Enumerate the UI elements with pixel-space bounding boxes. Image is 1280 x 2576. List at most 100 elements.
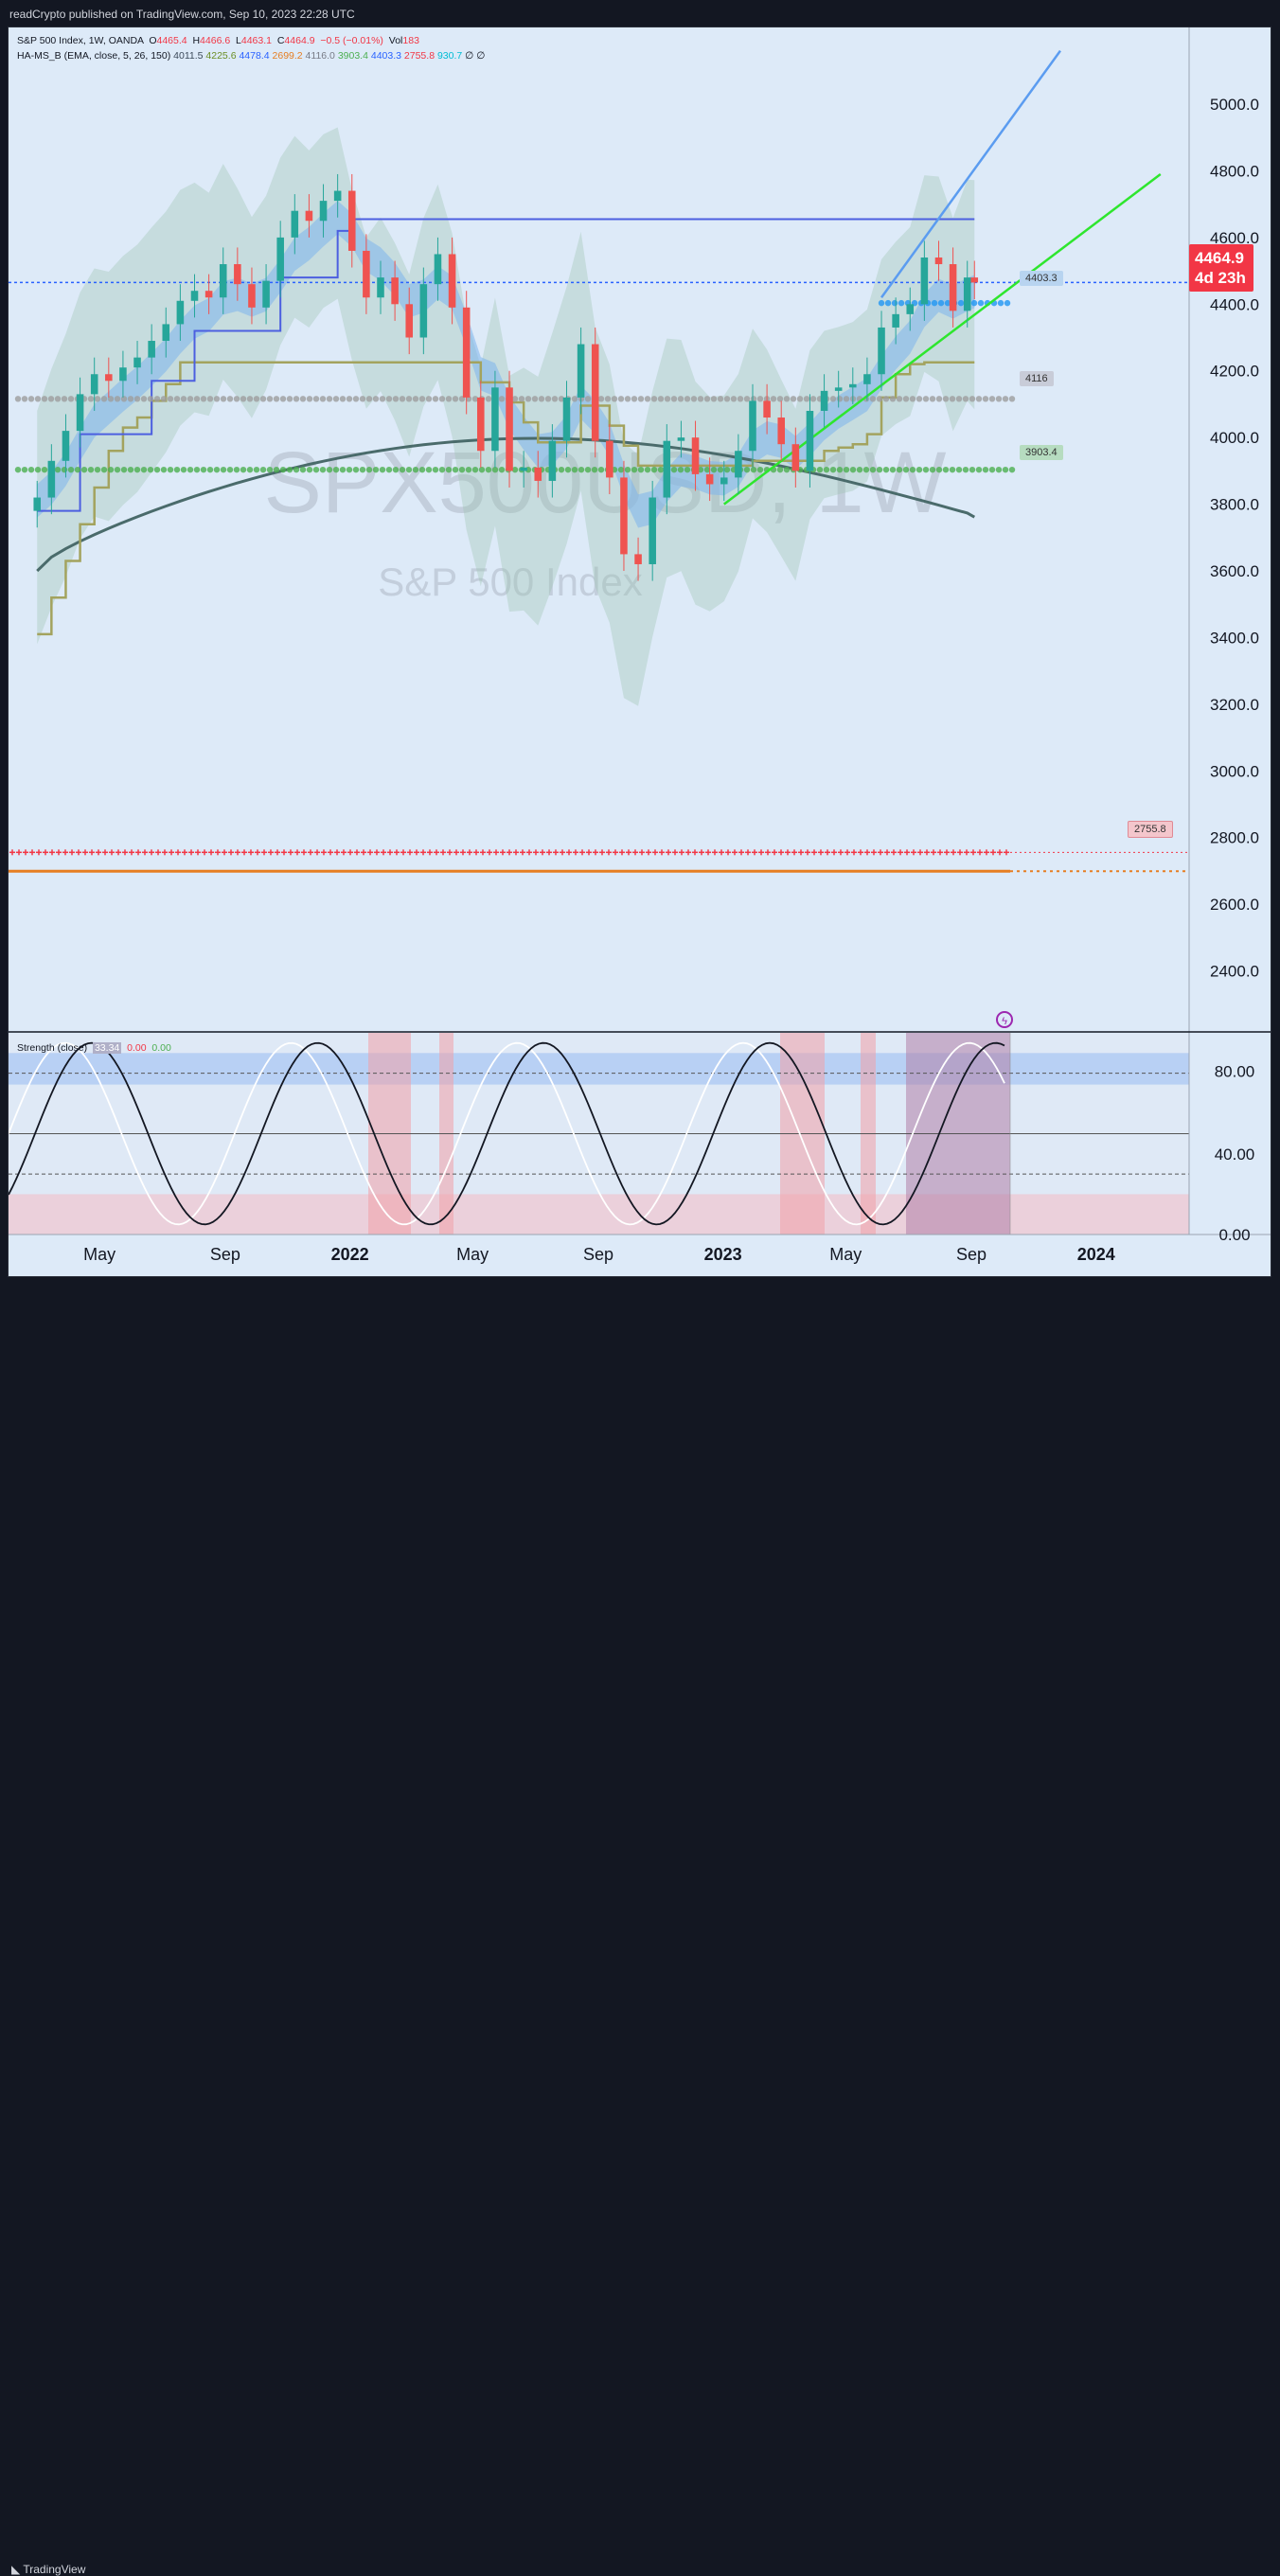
level-dot [187,466,194,473]
level-dot [902,396,910,402]
level-dot [829,396,837,402]
indicator-value: 4403.3 [367,50,401,62]
level-dot [982,466,989,473]
level-dot [677,396,684,402]
candle-body [47,460,56,498]
tradingview-logo[interactable]: ◣ TradingView [11,2563,85,2576]
candle-body [791,444,800,471]
level-dot [379,466,386,473]
legend-low: 4463.1 [240,35,272,46]
level-dot [988,396,996,402]
lightning-event-icon[interactable]: ϟ [996,1011,1013,1028]
level-dot [94,396,101,402]
level-dot [306,466,313,473]
level-dot [100,396,108,402]
level-dot [538,396,545,402]
level-dot [962,466,969,473]
level-dot [418,466,426,473]
oscillator-slow-line [9,1041,1005,1226]
chart-frame[interactable]: SPX500USD, 1W S&P 500 Index 5000.0 4800.0 4… [8,27,1271,1277]
level-dot [34,396,42,402]
indicator-legend: HA-MS_B (EMA, close, 5, 26, 150) 4011.5 … [17,50,485,62]
level-dot [167,466,174,473]
candle-body [963,277,971,311]
level-dot [544,396,552,402]
candle-body [906,304,915,314]
level-dot [114,396,121,402]
last-price-tag: 4464.9 4d 23h [1189,244,1253,292]
level-dot [756,396,764,402]
candle-body [806,410,814,471]
level-dot [114,466,121,473]
level-dot [578,466,585,473]
level-dot [385,396,393,402]
candle-body [333,190,342,202]
indicator-value: 4478.4 [236,50,270,62]
level-dot [829,466,837,473]
level-dot [988,466,996,473]
level-dot [485,466,492,473]
candle-body [620,477,628,555]
level-dot [193,466,201,473]
level-dot [352,396,360,402]
level-dot [631,396,638,402]
candle-body [391,277,399,305]
level-dot [233,466,240,473]
candle-body [148,341,155,358]
y-tick-label: 4200.0 [1210,363,1259,381]
level-dot [518,396,525,402]
level-dot [816,466,824,473]
level-dot [173,466,181,473]
y-tick-label: 3000.0 [1210,762,1259,780]
osc-tick-label: 80.00 [1215,1063,1255,1081]
x-tick-label: May [456,1245,489,1264]
level-dot [876,466,883,473]
level-dot [412,396,419,402]
level-dot [80,466,88,473]
level-dot [471,466,479,473]
candle-body [892,313,899,328]
level-dot [558,396,565,402]
indicator-value: ∅ [473,50,486,62]
level-dot [942,466,950,473]
level-dot [41,396,48,402]
level-dot [167,396,174,402]
level-dot [1008,466,1016,473]
indicator-value: 930.7 [435,50,463,62]
level-dot [1004,299,1011,307]
level-dot [882,466,890,473]
level-dot [187,396,194,402]
level-dot [750,396,757,402]
level-dot [147,466,154,473]
level-dot [67,466,75,473]
x-tick-label: 2023 [704,1245,742,1264]
level-dot [878,299,885,307]
watermark-name: S&P 500 Index [378,560,642,604]
chart-canvas[interactable]: SPX500USD, 1WS&P 500 Index 5000.04800.04… [9,27,1271,1276]
level-dot [54,396,62,402]
level-dot [929,396,936,402]
candle-body [105,374,113,382]
level-dot [937,299,945,307]
candle-body [291,210,299,238]
level-dot [259,466,267,473]
candle-body [548,440,557,481]
level-dot [922,466,930,473]
x-tick-label: May [829,1245,862,1264]
level-dot [293,466,300,473]
level-dot [127,466,134,473]
level-dot [1002,466,1009,473]
level-dot [597,396,605,402]
candle-body [434,254,442,285]
level-dot [737,396,744,402]
level-dot [299,396,307,402]
level-dot [750,466,757,473]
indicator-value: ∅ [462,50,474,62]
level-dot [180,466,187,473]
level-dot [843,466,850,473]
candle-body [190,291,199,301]
level-dot [279,396,287,402]
level-dot [637,466,645,473]
level-dot [213,466,221,473]
candle-body [735,451,742,478]
